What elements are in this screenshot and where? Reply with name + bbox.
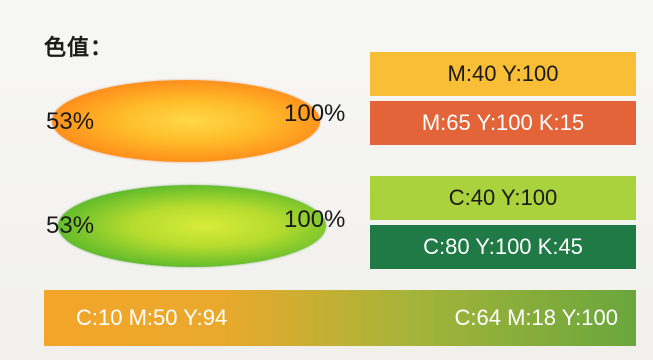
green-swatch-top: C:40 Y:100 [370, 176, 636, 220]
gradient-bar-right-label: C:64 M:18 Y:100 [454, 305, 619, 330]
orange-swatch-bottom: M:65 Y:100 K:15 [370, 101, 636, 145]
orange-swatch-top: M:40 Y:100 [370, 52, 636, 96]
green-swatch-bottom: C:80 Y:100 K:45 [370, 225, 636, 269]
green-swatch-top-label: C:40 Y:100 [448, 185, 558, 210]
gradient-bar: C:10 M:50 Y:94 C:64 M:18 Y:100 [44, 290, 636, 346]
green-gradient-ellipse [58, 185, 326, 267]
green-right-percent: 100% [284, 206, 346, 233]
orange-swatch-bottom-label: M:65 Y:100 K:15 [421, 110, 585, 135]
page-title: 色值： [44, 35, 114, 60]
orange-left-percent: 53% [46, 108, 95, 135]
orange-right-percent: 100% [284, 100, 346, 127]
orange-gradient-ellipse [52, 80, 320, 162]
gradient-bar-left-label: C:10 M:50 Y:94 [76, 305, 228, 330]
orange-swatch-top-label: M:40 Y:100 [447, 61, 559, 86]
green-left-percent: 53% [46, 212, 95, 239]
green-swatch-bottom-label: C:80 Y:100 K:45 [423, 234, 583, 259]
